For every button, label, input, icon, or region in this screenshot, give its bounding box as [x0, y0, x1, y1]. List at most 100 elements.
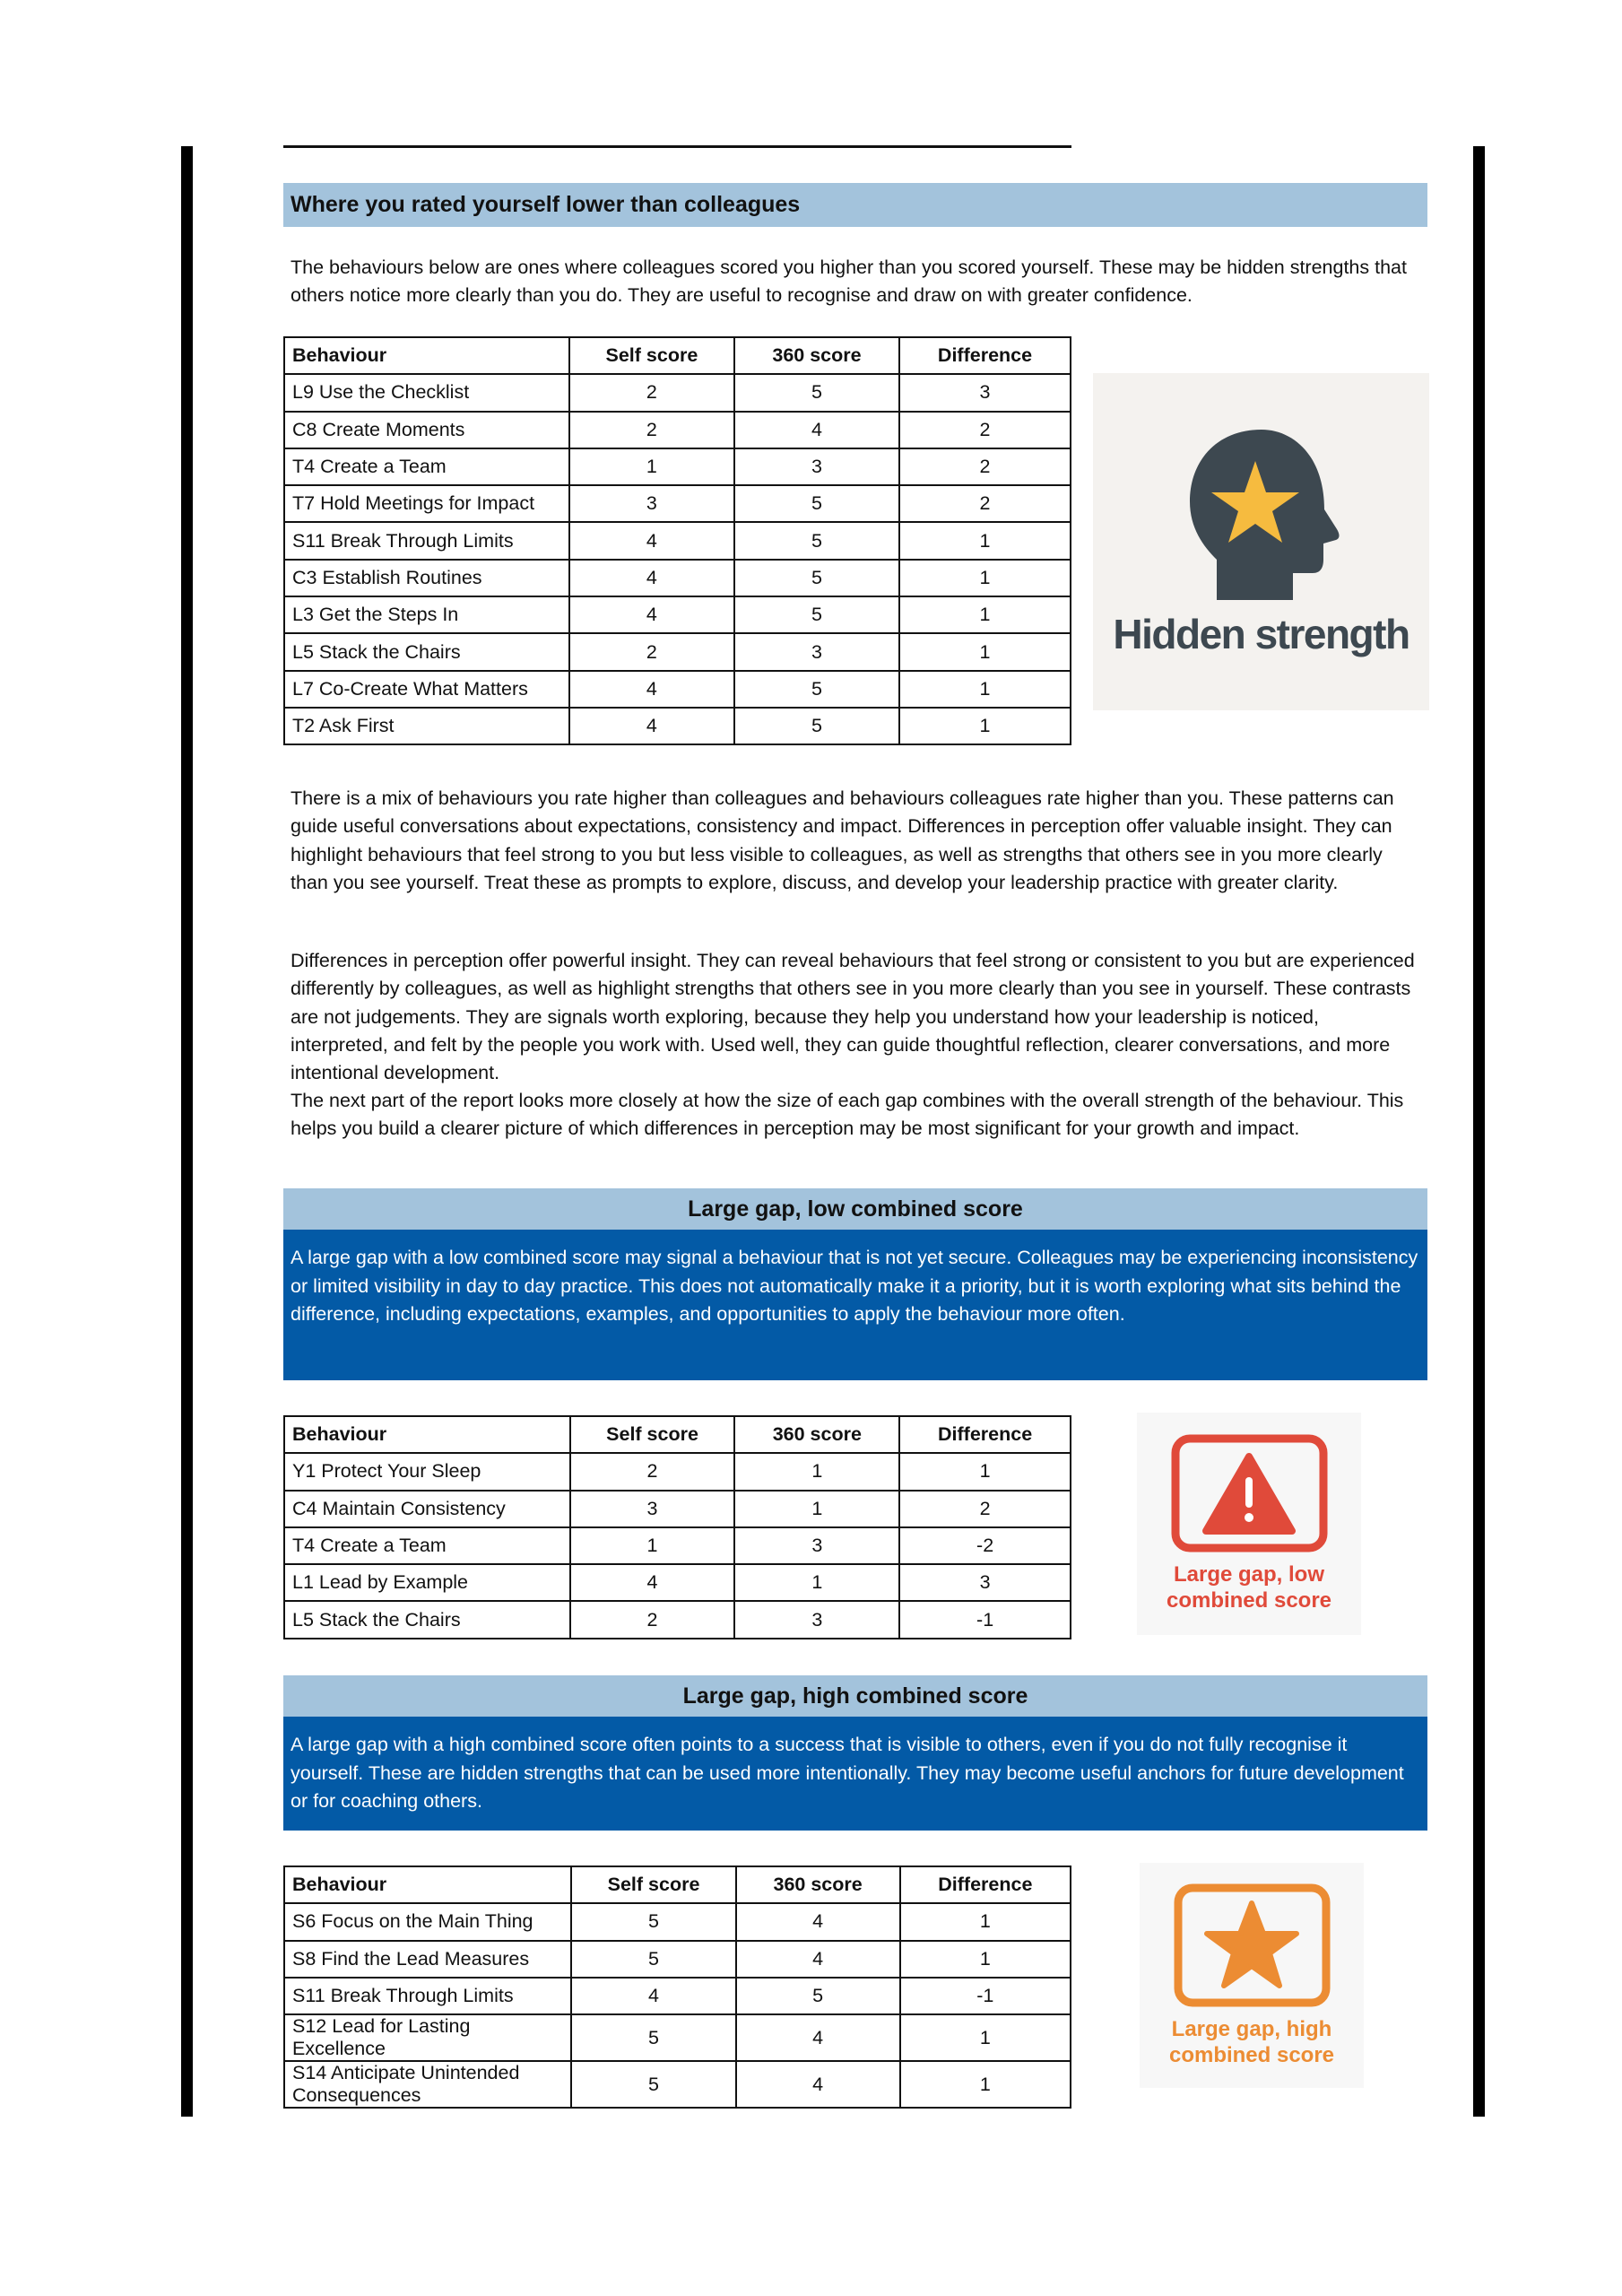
table-cell: 1: [898, 558, 1071, 598]
table-cell: S6 Focus on the Main Thing: [282, 1902, 573, 1942]
table-cell: 3: [898, 1563, 1071, 1603]
table-row: S11 Break Through Limits 4 5 -1: [282, 1976, 1072, 2016]
table-cell: L5 Stack the Chairs: [283, 632, 570, 672]
column-header: Self score: [570, 1865, 737, 1905]
table-cell: 4: [568, 596, 735, 635]
table-row: L5 Stack the Chairs 2 3 1: [283, 632, 1071, 672]
table-cell: 1: [733, 1489, 901, 1528]
table-cell: 1: [898, 1452, 1071, 1492]
column-header: 360 score: [734, 1865, 901, 1905]
table-cell: 3: [898, 373, 1071, 413]
table-cell: 2: [898, 447, 1071, 487]
column-header: Difference: [898, 1865, 1072, 1905]
table-row: T4 Create a Team 1 3 -2: [283, 1526, 1071, 1566]
column-header: Behaviour: [283, 1414, 571, 1455]
table-cell: 5: [733, 484, 901, 524]
table-row: L3 Get the Steps In 4 5 1: [283, 596, 1071, 635]
table-row: C4 Maintain Consistency 3 1 2: [283, 1489, 1071, 1528]
lower-than-colleagues-table: Behaviour Self score 360 score Difference L9…: [283, 335, 1071, 746]
table-cell: S11 Break Through Limits: [282, 1976, 573, 2016]
column-header: 360 score: [733, 335, 901, 376]
table-cell: 2: [568, 410, 735, 449]
table-cell: 5: [733, 669, 901, 709]
table-cell: 5: [733, 596, 901, 635]
table-row: S14 Anticipate Unintended Consequences 5 4…: [282, 2060, 1072, 2109]
table-header: Behaviour Self score 360 score Difference: [283, 335, 1071, 376]
column-header: 360 score: [733, 1414, 901, 1455]
table-cell: 1: [568, 447, 735, 487]
table-cell: L5 Stack the Chairs: [283, 1600, 571, 1639]
table-cell: 5: [570, 1939, 737, 1979]
table-cell: T4 Create a Team: [283, 447, 570, 487]
table-cell: 2: [568, 1452, 736, 1492]
paragraph-mix: There is a mix of behaviours you rate hi…: [291, 787, 1394, 893]
table-cell: 4: [568, 1563, 736, 1603]
table-row: L9 Use the Checklist 2 5 3: [283, 373, 1071, 413]
table-cell: 5: [734, 1976, 901, 2016]
table-cell: 4: [568, 558, 735, 598]
table-cell: 4: [734, 2013, 901, 2063]
table-cell: 1: [898, 2060, 1072, 2109]
table-cell: L1 Lead by Example: [283, 1563, 571, 1603]
high-combined-table: Behaviour Self score 360 score Difference S6…: [282, 1865, 1072, 2109]
table-cell: 4: [734, 1939, 901, 1979]
high-combined-caption: Large gap, high combined score: [1168, 2016, 1335, 2067]
table-cell: 2: [568, 373, 735, 413]
table-cell: C4 Maintain Consistency: [283, 1489, 571, 1528]
table-row: T2 Ask First 4 5 1: [283, 706, 1071, 746]
column-header: Behaviour: [283, 335, 570, 376]
table-cell: -1: [898, 1976, 1072, 2016]
table-cell: 4: [568, 521, 735, 561]
table-cell: 5: [733, 373, 901, 413]
table-cell: C8 Create Moments: [283, 410, 570, 449]
right-border: [1473, 146, 1485, 2117]
table-row: S11 Break Through Limits 4 5 1: [283, 521, 1071, 561]
table-cell: T7 Hold Meetings for Impact: [283, 484, 570, 524]
paragraph-next: The next part of the report looks more c…: [291, 1090, 1404, 1140]
table-cell: 1: [898, 596, 1071, 635]
table-cell: 2: [898, 484, 1071, 524]
table-row: L1 Lead by Example 4 1 3: [283, 1563, 1071, 1603]
table-cell: Y1 Protect Your Sleep: [283, 1452, 571, 1492]
table-cell: 2: [898, 1489, 1071, 1528]
table-cell: 5: [733, 706, 901, 746]
paragraph-differences: Differences in perception offer powerful…: [291, 950, 1415, 1084]
table-cell: 2: [898, 410, 1071, 449]
column-header: Self score: [568, 335, 735, 376]
table-cell: 1: [733, 1452, 901, 1492]
table-cell: S11 Break Through Limits: [283, 521, 570, 561]
table-cell: 1: [898, 632, 1071, 672]
table-cell: 1: [898, 706, 1071, 746]
star-icon: [1174, 1883, 1330, 2006]
table-cell: 1: [898, 521, 1071, 561]
table-cell: 4: [568, 706, 735, 746]
section-heading: Large gap, low combined score: [283, 1188, 1427, 1230]
divider: [283, 145, 1071, 148]
high-combined-image: Large gap, high combined score: [1140, 1863, 1364, 2088]
low-combined-image: Large gap, low combined score: [1137, 1413, 1361, 1635]
table-cell: 1: [898, 1902, 1072, 1942]
low-combined-caption: Large gap, low combined score: [1166, 1562, 1332, 1613]
table-cell: T4 Create a Team: [283, 1526, 571, 1566]
table-cell: L9 Use the Checklist: [283, 373, 570, 413]
table-row: C3 Establish Routines 4 5 1: [283, 558, 1071, 598]
table-header: Behaviour Self score 360 score Difference: [282, 1865, 1072, 1905]
hidden-strength-image: Hidden strength: [1093, 373, 1429, 710]
table-cell: 3: [733, 1526, 901, 1566]
table-cell: 4: [734, 1902, 901, 1942]
column-header: Behaviour: [282, 1865, 573, 1905]
low-combined-table: Behaviour Self score 360 score Difference Y1…: [283, 1414, 1071, 1639]
warning-triangle-icon: [1171, 1434, 1327, 1552]
table-row: S8 Find the Lead Measures 5 4 1: [282, 1939, 1072, 1979]
table-row: L7 Co-Create What Matters 4 5 1: [283, 669, 1071, 709]
table-cell: 5: [570, 2060, 737, 2109]
table-cell: 3: [733, 447, 901, 487]
table-row: L5 Stack the Chairs 2 3 -1: [283, 1600, 1071, 1639]
section-heading: Where you rated yourself lower than coll…: [283, 183, 1427, 227]
table-cell: 1: [898, 1939, 1072, 1979]
table-cell: 1: [568, 1526, 736, 1566]
table-cell: 4: [570, 1976, 737, 2016]
table-row: T4 Create a Team 1 3 2: [283, 447, 1071, 487]
column-header: Difference: [898, 335, 1071, 376]
table-cell: S12 Lead for Lasting Excellence: [282, 2013, 573, 2063]
